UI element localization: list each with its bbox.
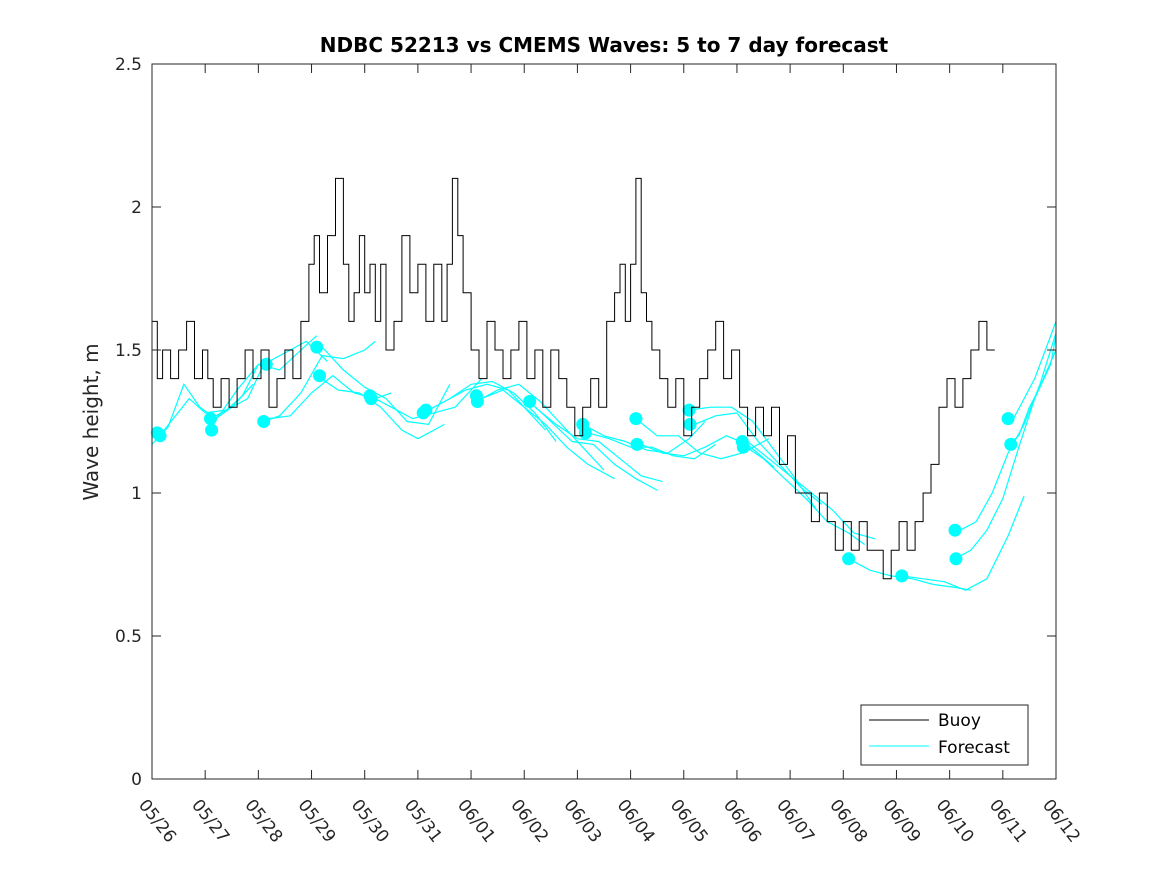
y-tick-label: 0 — [131, 770, 142, 790]
forecast-marker — [419, 403, 433, 417]
y-tick-label: 1 — [131, 484, 142, 504]
buoy-series-line — [152, 177, 995, 580]
forecast-marker — [205, 423, 219, 437]
forecast-line-segment — [529, 401, 658, 491]
forecast-line-segment — [694, 412, 823, 505]
forecast-marker — [895, 569, 909, 583]
y-axis-label: Wave height, m — [79, 343, 103, 500]
forecast-marker — [470, 395, 484, 408]
forecast-marker — [683, 417, 697, 431]
forecast-marker — [313, 369, 326, 383]
forecast-lines — [151, 321, 1057, 591]
forecast-marker — [682, 403, 696, 417]
legend-box — [860, 704, 1029, 766]
forecast-line-segment — [476, 383, 605, 471]
forecast-line-segment — [1007, 335, 1057, 445]
forecast-line-segment — [848, 558, 972, 591]
forecast-line-segment — [316, 375, 445, 440]
forecast-line-segment — [321, 346, 451, 426]
forecast-line-segment — [960, 332, 1057, 531]
forecast-line-segment — [263, 340, 376, 423]
forecast-line-segment — [156, 364, 259, 440]
y-tick-label: 0.5 — [115, 627, 142, 647]
legend: Buoy Forecast — [860, 704, 1029, 766]
chart-title: NDBC 52213 vs CMEMS Waves: 5 to 7 day fo… — [320, 33, 889, 57]
forecast-line-segment — [481, 389, 615, 480]
forecast-marker — [948, 523, 962, 537]
forecast-marker — [153, 429, 167, 443]
forecast-marker — [736, 440, 750, 454]
forecast-marker — [949, 552, 963, 566]
forecast-marker — [204, 412, 217, 426]
forecast-marker — [629, 412, 643, 426]
buoy-line — [152, 177, 995, 580]
forecast-marker — [364, 392, 378, 406]
forecast-marker — [630, 437, 644, 451]
forecast-marker — [578, 426, 592, 440]
y-tick-label: 2.5 — [115, 55, 142, 75]
forecast-marker — [1004, 437, 1018, 451]
legend-buoy-label: Buoy — [938, 711, 981, 731]
forecast-line-segment — [428, 380, 557, 442]
y-axis: 0 0.5 1 1.5 2 2.5 — [115, 55, 1056, 790]
forecast-marker — [523, 395, 537, 408]
y-tick-label: 2 — [131, 198, 142, 218]
forecast-marker — [842, 552, 856, 566]
forecast-marker — [310, 340, 324, 354]
forecast-marker — [259, 357, 273, 371]
legend-forecast-label: Forecast — [938, 738, 1010, 758]
forecast-line-segment — [587, 432, 717, 460]
forecast-line-segment — [582, 421, 706, 454]
forecast-marker — [1001, 412, 1015, 426]
forecast-line-segment — [901, 495, 1025, 591]
forecast-marker — [257, 415, 271, 428]
forecast-line-segment — [534, 406, 663, 483]
forecast-line-segment — [1012, 321, 1057, 419]
axes-frame — [151, 63, 1057, 780]
y-tick-label: 1.5 — [115, 341, 142, 361]
axes-background — [152, 64, 1056, 779]
forecast-line-segment — [741, 443, 865, 545]
forecast-line-segment — [369, 378, 483, 420]
